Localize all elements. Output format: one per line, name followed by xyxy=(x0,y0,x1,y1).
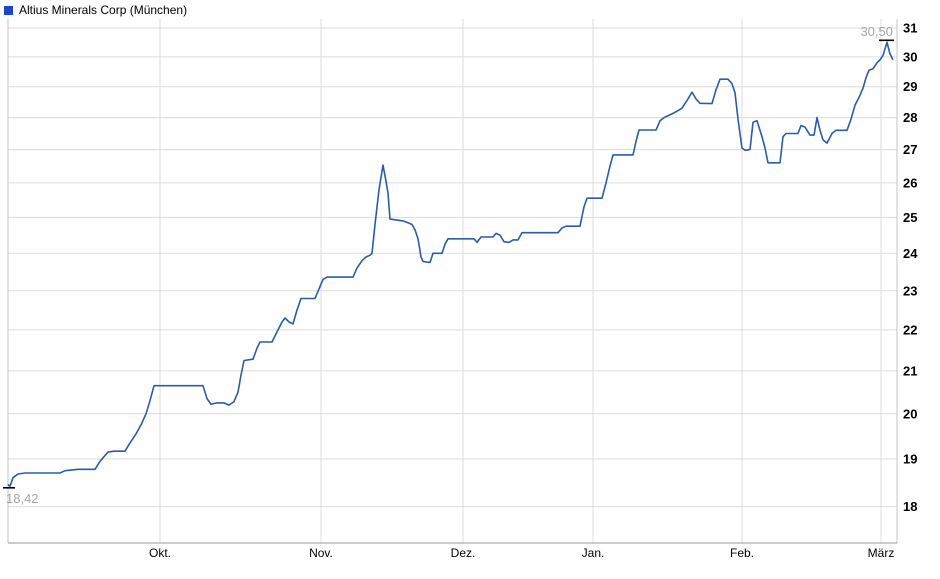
low-annotation: 18,42 xyxy=(6,491,39,506)
x-axis-label-Okt: Okt. xyxy=(149,546,171,560)
x-axis-label-Feb: Feb. xyxy=(730,546,754,560)
y-axis-label-22: 22 xyxy=(903,322,917,337)
y-axis-label-18: 18 xyxy=(903,499,917,514)
chart-title: Altius Minerals Corp (München) xyxy=(19,3,188,17)
y-axis-label-26: 26 xyxy=(903,175,917,190)
y-axis-label-25: 25 xyxy=(903,210,917,225)
y-axis-label-27: 27 xyxy=(903,142,917,157)
y-axis-label-31: 31 xyxy=(903,21,917,36)
y-axis-label-24: 24 xyxy=(903,246,918,261)
y-axis-label-28: 28 xyxy=(903,110,917,125)
y-axis-label-29: 29 xyxy=(903,79,917,94)
x-axis-label-März: März xyxy=(868,546,895,560)
y-axis-label-23: 23 xyxy=(903,283,917,298)
x-axis-label-Dez: Dez. xyxy=(451,546,476,560)
high-annotation: 30,50 xyxy=(860,24,893,39)
legend-series-swatch xyxy=(4,5,13,15)
y-axis-label-30: 30 xyxy=(903,49,917,64)
x-axis-label-Jan: Jan. xyxy=(582,546,605,560)
y-axis-label-19: 19 xyxy=(903,452,917,467)
price-line xyxy=(7,41,894,488)
y-axis-label-20: 20 xyxy=(903,406,917,421)
x-axis-label-Nov: Nov. xyxy=(309,546,333,560)
chart-legend: Altius Minerals Corp (München) xyxy=(4,3,187,17)
y-axis-label-21: 21 xyxy=(903,363,917,378)
